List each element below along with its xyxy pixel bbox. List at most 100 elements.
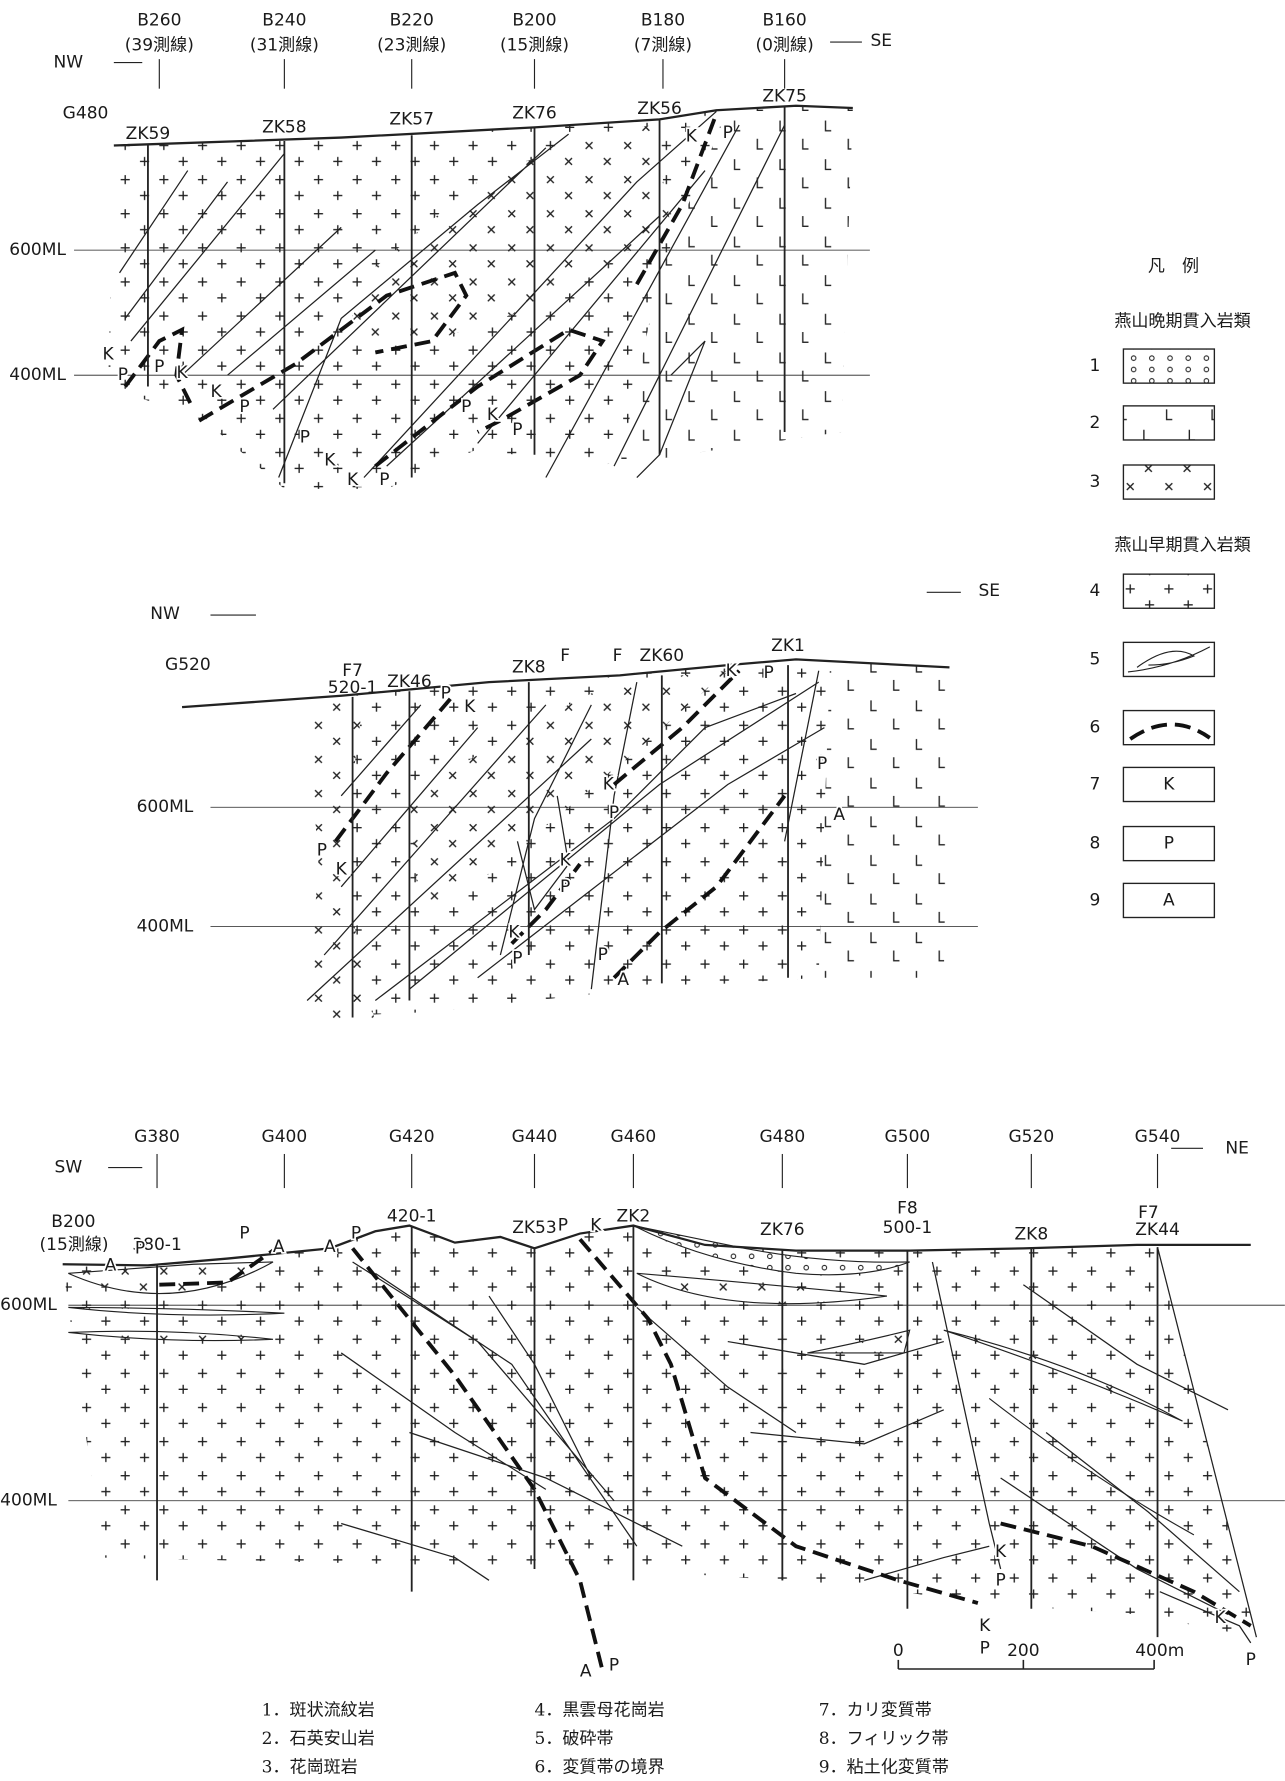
legend-symbol: K: [1163, 774, 1175, 794]
granite-body: [63, 1226, 1257, 1638]
fault-label: F7: [1138, 1203, 1159, 1223]
zone-label: P: [723, 123, 733, 143]
zone-label: K: [336, 860, 348, 880]
zone-label: K: [1214, 1608, 1226, 1628]
zone-label: P: [560, 877, 570, 897]
drillhole-label: 420-1: [387, 1207, 437, 1227]
zone-label: A: [105, 1255, 117, 1275]
drillhole-label: ZK58: [262, 117, 307, 137]
zone-label: P: [980, 1639, 990, 1659]
fault-label: F: [560, 646, 570, 666]
level-label: 600ML: [137, 797, 194, 817]
zone-label: K: [176, 363, 188, 383]
zone-label: P: [351, 1224, 361, 1244]
legend-symbol: P: [1164, 834, 1174, 854]
zone-label: P: [461, 397, 471, 417]
drillhole-label: ZK53: [512, 1218, 557, 1238]
drillhole-label: ZK44: [1135, 1220, 1180, 1240]
drillhole-label: ZK76: [512, 104, 557, 124]
drillhole-label: ZK60: [640, 646, 685, 666]
zone-label: P: [598, 945, 608, 965]
direction-label: SW: [55, 1158, 83, 1178]
zone-label: P: [764, 663, 774, 683]
zone-label: A: [617, 970, 629, 990]
zone-label: K: [603, 774, 615, 794]
direction-label: NW: [54, 53, 84, 73]
legend-number: 5: [1090, 649, 1101, 669]
direction-label: SE: [978, 581, 1000, 601]
caption: 4．黒雲母花崗岩: [534, 1701, 664, 1721]
zone-label: K: [347, 470, 359, 490]
level-label: 400ML: [137, 917, 194, 937]
cross-sections: G480NWSEB260(39測線)B240(31測線)B220(23測線)B2…: [0, 0, 1285, 1777]
survey-line-label: B260: [137, 10, 181, 30]
level-label: 600ML: [9, 240, 66, 260]
survey-line-sub: (15測線): [500, 35, 569, 55]
zone-label: K: [560, 851, 572, 871]
zone-label: K: [508, 922, 520, 942]
fault-label: F8: [897, 1199, 918, 1219]
legend-number: 9: [1090, 890, 1101, 910]
zone-label: K: [324, 450, 336, 470]
zone-label: K: [590, 1216, 602, 1236]
scale-label: 200: [1007, 1641, 1040, 1661]
survey-line-label: B180: [641, 10, 685, 30]
section-title: G480: [63, 104, 109, 124]
zone-label: K: [726, 661, 738, 681]
survey-line-label: G440: [512, 1127, 558, 1147]
survey-line-label: G500: [885, 1127, 931, 1147]
legend-box: [1123, 406, 1214, 440]
zone-label: A: [580, 1661, 592, 1681]
page: {"sections":[ {"title":"G480","left_dir"…: [0, 0, 1285, 1777]
zone-label: P: [135, 1238, 145, 1258]
zone-label: P: [441, 684, 451, 704]
zone-label: A: [273, 1237, 285, 1257]
legend-group-title: 燕山早期貫入岩類: [1114, 536, 1250, 556]
caption: 8．フィリック帯: [819, 1729, 949, 1749]
survey-line-sub: (7測線): [634, 35, 692, 55]
zone-label: P: [239, 1224, 249, 1244]
caption: 1．斑状流紋岩: [262, 1701, 375, 1721]
legend-number: 8: [1090, 834, 1101, 854]
level-label: 600ML: [0, 1295, 57, 1315]
section-title: B200: [51, 1212, 95, 1232]
section-title: G520: [165, 655, 211, 675]
zone-label: A: [833, 805, 845, 825]
drillhole-label: ZK56: [637, 99, 682, 119]
zone-label: K: [464, 697, 476, 717]
level-label: 400ML: [9, 365, 66, 385]
caption: 2．石英安山岩: [262, 1729, 375, 1749]
legend-group-title: 燕山晩期貫入岩類: [1114, 312, 1250, 332]
survey-line-label: B220: [390, 10, 434, 30]
direction-label: NW: [150, 604, 180, 624]
drillhole-label: ZK75: [762, 87, 807, 107]
direction-label: SE: [870, 31, 892, 51]
zone-label: P: [239, 397, 249, 417]
drillhole-label: 500-1: [883, 1218, 933, 1238]
zone-label: P: [609, 803, 619, 823]
legend-number: 4: [1090, 581, 1101, 601]
zone-label: K: [979, 1616, 991, 1636]
direction-label: NE: [1225, 1138, 1249, 1158]
drillhole-label: ZK2: [617, 1207, 651, 1227]
drillhole-label: ZK59: [126, 124, 171, 144]
caption: 9．粘土化変質帯: [819, 1757, 949, 1777]
drillhole-label: ZK57: [389, 109, 434, 129]
legend-boxes: [1123, 349, 1214, 917]
caption: 7．カリ変質帯: [819, 1701, 932, 1721]
scale-label: 400m: [1135, 1641, 1184, 1661]
caption: 3．花崗斑岩: [262, 1757, 358, 1777]
legend-box: [1123, 349, 1214, 383]
survey-line-label: B240: [262, 10, 306, 30]
zone-label: P: [512, 948, 522, 968]
legend-number: 2: [1090, 413, 1101, 433]
legend-number: 7: [1090, 774, 1101, 794]
caption: 5．破砕帯: [534, 1729, 613, 1749]
drillhole-label: ZK8: [512, 657, 546, 677]
survey-line-label: G540: [1135, 1127, 1181, 1147]
legend-number: 1: [1090, 356, 1101, 376]
legend-number: 3: [1090, 472, 1101, 492]
drillhole-label: ZK76: [760, 1220, 805, 1240]
fault-label: F: [613, 646, 623, 666]
zone-label: P: [154, 357, 164, 377]
